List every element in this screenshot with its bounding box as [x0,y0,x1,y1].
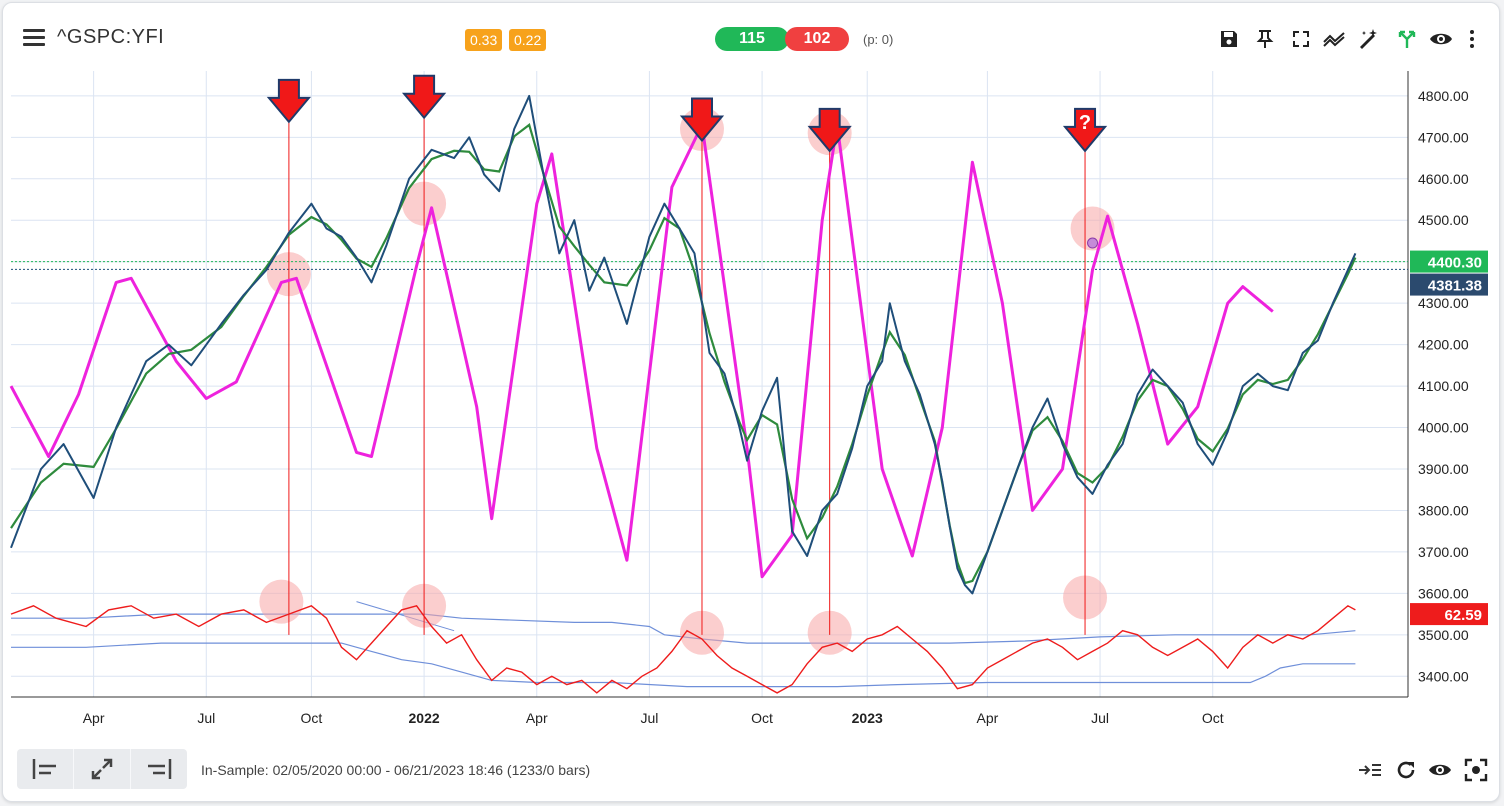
arrow-shape [266,78,312,124]
y-tick-label: 4000.00 [1418,420,1469,436]
chart-toolbar: ^GSPC:YFI 0.33 0.22 115 102 (p: 0) [3,3,1499,67]
y-tick-label: 4100.00 [1418,378,1469,394]
x-tick-label: Apr [83,710,105,726]
metric-badge-b: 0.22 [509,29,547,51]
x-tick-label: Oct [1202,710,1224,726]
x-tick-label: Apr [976,710,998,726]
symbol-title[interactable]: ^GSPC:YFI [57,26,165,48]
y-tick-label: 4300.00 [1418,295,1469,311]
label-bg [1410,273,1488,296]
cycle-top-arrow-icon [679,97,725,143]
refresh-icon[interactable] [1393,757,1419,783]
oscillator-series-line [10,604,1356,694]
y-tick-label: 4800.00 [1418,88,1469,104]
arrow-shape [679,97,725,143]
lower-band-line [11,642,1356,688]
y-tick-label: 4500.00 [1418,212,1469,228]
count-red-badge: 102 [785,27,849,51]
eye-icon[interactable] [1427,757,1453,783]
x-tick-label: Jul [640,710,658,726]
metric-badge-a: 0.33 [465,29,503,51]
p-value-note: (p: 0) [863,32,894,47]
cycle-top-arrow-icon [266,78,312,124]
y-tick-label: 3700.00 [1418,544,1469,560]
jump-end-icon[interactable] [1357,757,1383,783]
oscillator-last-label: 62.59 [1410,603,1488,626]
count-green-badge: 115 [715,27,789,51]
arrow-shape [401,74,447,120]
y-tick-label: 3400.00 [1418,668,1469,684]
align-right-icon [148,759,172,779]
highlight-circle [1070,206,1115,251]
expand-button[interactable] [74,749,131,789]
grid-lines [11,71,1408,697]
label-bg [1410,250,1488,273]
y-tick-label: 3900.00 [1418,461,1469,477]
label-text: 62.59 [1444,607,1482,624]
more-vertical-icon[interactable] [1463,25,1481,53]
trend-icon[interactable] [1321,25,1349,53]
y-tick-label: 3800.00 [1418,502,1469,518]
arrow-shape [807,107,852,153]
arrow-shape [1062,107,1108,153]
cycle-series-line [9,123,1274,579]
x-tick-label: Apr [526,710,548,726]
label-text: 4381.38 [1428,278,1482,295]
align-right-button[interactable] [131,749,187,789]
x-tick-label: 2023 [852,710,883,726]
price-series-line [10,94,1357,595]
align-left-icon [32,759,56,779]
label-bg [1410,603,1488,626]
cycle-top-arrow-icon: ? [1062,107,1108,153]
range-button-group [17,749,187,789]
x-tick-label: Jul [1091,710,1109,726]
y-tick-label: 4600.00 [1418,171,1469,187]
label-text: 4400.30 [1428,255,1482,272]
fullscreen-icon[interactable] [1287,25,1315,53]
y-tick-label: 3600.00 [1418,585,1469,601]
cursor-point [1087,237,1099,249]
x-tick-label: Jul [197,710,215,726]
align-left-button[interactable] [17,749,74,789]
chart-footer: In-Sample: 02/05/2020 00:00 - 06/21/2023… [3,743,1499,801]
menu-icon[interactable] [23,29,45,47]
arrow-label: ? [1079,112,1091,134]
screenshot-icon[interactable] [1463,757,1489,783]
last-price-label: 4381.38 [1410,273,1488,296]
save-icon[interactable] [1215,25,1243,53]
pin-icon[interactable] [1251,25,1279,53]
cycle-top-arrow-icon [401,74,447,120]
price-chart[interactable]: 4800.004700.004600.004500.004400.004300.… [3,67,1499,743]
smooth-last-price-label: 4400.30 [1410,250,1488,273]
cycle-top-arrow-icon [807,107,852,153]
x-tick-label: Oct [301,710,323,726]
fork-icon[interactable] [1393,25,1421,53]
x-tick-label: 2022 [409,710,440,726]
x-tick-label: Oct [751,710,773,726]
expand-icon [91,758,113,780]
y-tick-label: 4700.00 [1418,129,1469,145]
y-tick-label: 3500.00 [1418,627,1469,643]
in-sample-range-text: In-Sample: 02/05/2020 00:00 - 06/21/2023… [201,762,591,778]
smoothed-price-line [10,123,1357,585]
y-tick-label: 4200.00 [1418,337,1469,353]
magic-wand-icon[interactable] [1355,25,1383,53]
eye-icon[interactable] [1427,25,1455,53]
